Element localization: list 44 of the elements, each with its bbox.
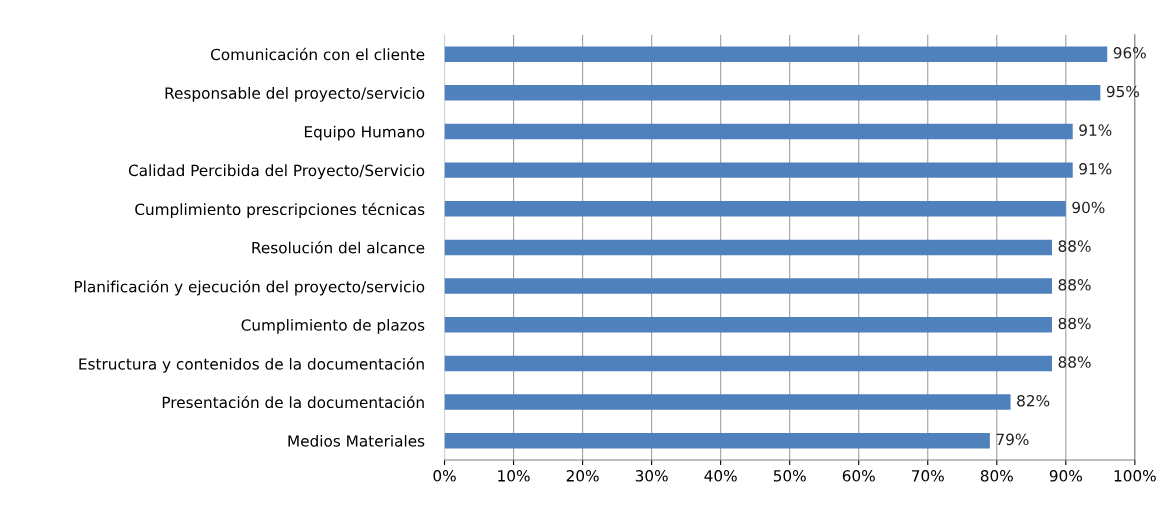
- y-tick-label: Comunicación con el cliente: [210, 47, 425, 61]
- bar: [444, 433, 990, 449]
- bar: [444, 85, 1101, 101]
- data-label: 88%: [1058, 278, 1091, 291]
- y-tick-label: Presentación de la documentación: [162, 395, 424, 409]
- y-tick-label: Resolución del alcance: [252, 241, 425, 254]
- y-tick-label: Equipo Humano: [304, 125, 425, 141]
- x-tick-label: 10%: [498, 470, 530, 482]
- data-label: 88%: [1058, 317, 1091, 330]
- x-tick-label: 100%: [1114, 470, 1156, 482]
- bar: [444, 394, 1011, 410]
- data-label: 91%: [1079, 124, 1112, 136]
- data-label: 82%: [1017, 394, 1050, 407]
- y-tick-label: Estructura y contenidos de la documentación: [79, 357, 424, 373]
- data-label: 79%: [996, 433, 1029, 446]
- bar: [444, 239, 1052, 256]
- data-label: 96%: [1113, 47, 1146, 59]
- x-tick-label: 0%: [433, 470, 456, 482]
- y-tick-label: Cumplimiento prescripciones técnicas: [135, 202, 425, 219]
- bar: [444, 278, 1052, 294]
- x-tick-label: 40%: [704, 470, 737, 482]
- bar: [444, 317, 1052, 333]
- x-tick-label: 90%: [1049, 470, 1082, 482]
- y-tick-label: Medios Materiales: [288, 434, 425, 447]
- x-tick-label: 60%: [842, 470, 875, 482]
- data-label: 95%: [1106, 85, 1139, 98]
- bar: [444, 162, 1073, 178]
- bar: [444, 46, 1108, 62]
- y-tick-label: Planificación y ejecución del proyecto/servicio: [74, 280, 425, 296]
- y-tick-label: Cumplimiento de plazos: [241, 318, 425, 334]
- bar: [444, 201, 1066, 217]
- data-label: 90%: [1072, 201, 1105, 214]
- x-tick-label: 70%: [912, 470, 944, 482]
- x-tick-label: 20%: [566, 470, 599, 482]
- data-label: 91%: [1079, 163, 1112, 175]
- bar: [444, 355, 1052, 372]
- y-tick-label: Calidad Percibida del Proyecto/Servicio: [128, 164, 425, 180]
- data-label: 88%: [1058, 240, 1091, 252]
- x-tick-label: 80%: [980, 470, 1013, 482]
- x-tick-label: 50%: [773, 470, 806, 482]
- y-tick-label: Responsable del proyecto/servicio: [165, 87, 425, 102]
- bar: [444, 123, 1073, 140]
- data-label: 88%: [1058, 356, 1091, 368]
- x-tick-label: 30%: [635, 470, 668, 482]
